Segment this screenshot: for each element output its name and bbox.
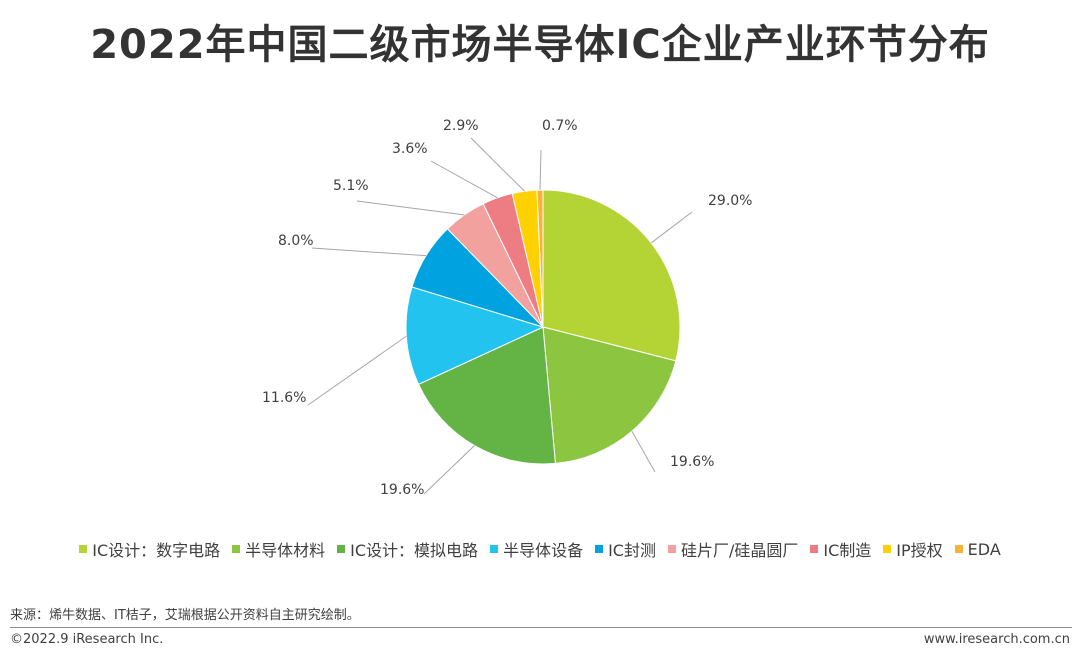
leader-line-9 — [539, 149, 542, 191]
legend-swatch-icon — [954, 545, 963, 553]
leader-line-2 — [631, 430, 656, 473]
leader-line-8 — [470, 137, 525, 192]
legend-label: EDA — [967, 539, 1001, 559]
leader-line-1 — [650, 211, 693, 244]
legend-swatch-icon — [490, 545, 499, 553]
data-label-9: 0.7% — [542, 118, 578, 134]
pie-slice-3 — [417, 326, 556, 465]
legend-label: 半导体材料 — [245, 541, 326, 560]
legend-swatch-icon — [79, 545, 88, 553]
legend-swatch-icon — [232, 545, 241, 553]
legend-label: 硅片厂/硅晶圆厂 — [680, 541, 799, 560]
data-label-6: 5.1% — [333, 178, 369, 194]
legend-item-2: 半导体材料 — [232, 537, 325, 561]
legend-item-5: IC封测 — [595, 537, 656, 561]
legend-swatch-icon — [810, 545, 819, 553]
website-link[interactable]: www.iresearch.com.cn — [923, 632, 1070, 647]
legend-item-7: IC制造 — [810, 537, 871, 561]
leader-line-3 — [423, 445, 475, 495]
copyright-text: ©2022.9 iResearch Inc. — [10, 632, 164, 647]
legend-item-9: EDA — [954, 537, 1001, 561]
data-label-8: 2.9% — [443, 118, 479, 134]
legend-label: IC制造 — [823, 541, 872, 560]
leader-line-4 — [307, 335, 407, 406]
legend-item-1: IC设计：数字电路 — [79, 537, 220, 561]
leader-line-7 — [430, 160, 498, 199]
legend-swatch-icon — [667, 545, 676, 553]
data-label-7: 3.6% — [392, 141, 428, 157]
chart-legend: IC设计：数字电路 半导体材料 IC设计：模拟电路 半导体设备 IC封测 硅片厂/硅晶圆厂… — [0, 537, 1080, 561]
data-label-5: 8.0% — [278, 233, 314, 249]
source-note: 来源：烯牛数据、IT桔子，艾瑞根据公开资料自主研究绘制。 — [10, 608, 360, 623]
leader-line-6 — [356, 200, 465, 216]
chart-title: 2022年中国二级市场半导体IC企业产业环节分布 — [90, 22, 990, 68]
data-label-3: 19.6% — [380, 482, 424, 498]
legend-label: IC设计：数字电路 — [92, 541, 221, 560]
legend-label: IC封测 — [608, 541, 656, 560]
legend-swatch-icon — [595, 545, 604, 553]
legend-item-6: 硅片厂/硅晶圆厂 — [667, 537, 799, 561]
data-label-1: 29.0% — [708, 193, 752, 209]
legend-item-8: IP授权 — [883, 537, 943, 561]
footer-divider — [10, 627, 1072, 628]
legend-swatch-icon — [337, 545, 346, 553]
leader-line-5 — [311, 247, 427, 257]
data-label-4: 11.6% — [262, 390, 306, 406]
legend-label: IP授权 — [896, 541, 943, 560]
legend-swatch-icon — [883, 545, 892, 553]
legend-item-3: IC设计：模拟电路 — [337, 537, 478, 561]
pie-slice-4 — [405, 286, 545, 385]
legend-label: 半导体设备 — [503, 541, 584, 560]
legend-item-4: 半导体设备 — [490, 537, 583, 561]
data-label-2: 19.6% — [670, 454, 714, 470]
legend-label: IC设计：模拟电路 — [350, 541, 479, 560]
